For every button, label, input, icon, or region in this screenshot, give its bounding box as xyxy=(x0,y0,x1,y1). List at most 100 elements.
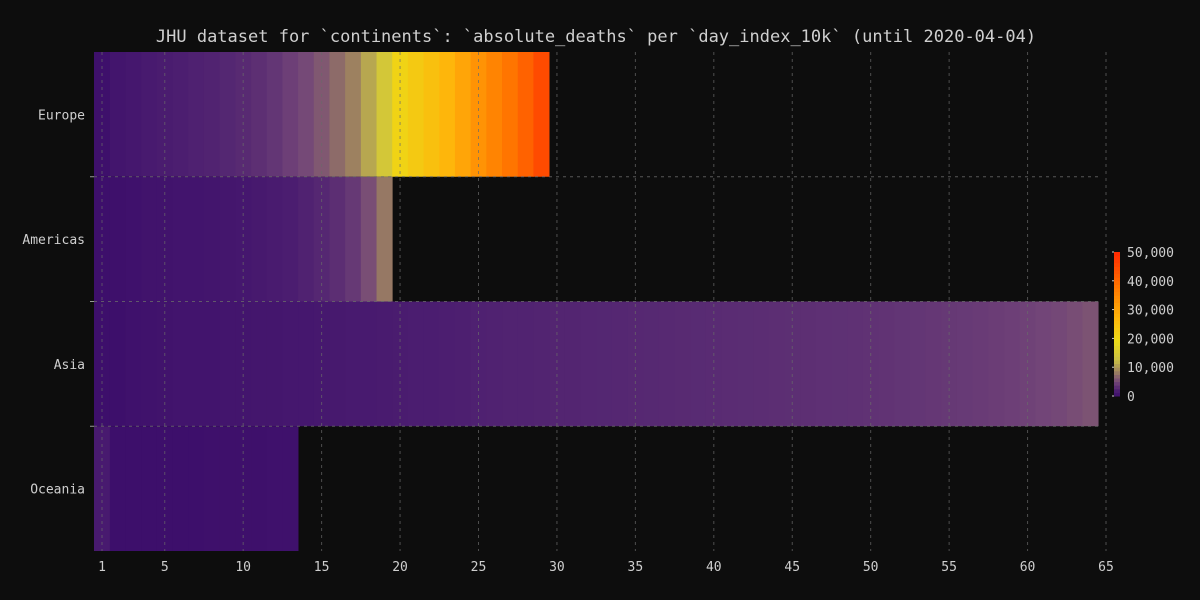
chart-title: JHU dataset for `continents`: `absolute_… xyxy=(156,27,1036,47)
heatmap-cell xyxy=(894,301,911,427)
heatmap-cell xyxy=(313,301,330,427)
heatmap-cell xyxy=(188,176,205,302)
colorbar-tick-label: 20,000 xyxy=(1127,332,1174,347)
heatmap-cell xyxy=(470,52,487,177)
heatmap-cell xyxy=(831,301,848,427)
heatmap-cell xyxy=(517,301,534,427)
heatmap-cell xyxy=(643,301,660,427)
heatmap-cell xyxy=(235,301,252,427)
heatmap-cell xyxy=(203,176,221,302)
x-tick-label: 50 xyxy=(863,560,879,575)
heatmap-cell xyxy=(596,301,613,427)
heatmap-cell xyxy=(203,52,221,177)
heatmap-cell xyxy=(109,176,126,302)
heatmap-cell xyxy=(188,426,205,551)
heatmap-cell xyxy=(392,52,409,177)
colorbar-segment xyxy=(1114,316,1120,321)
heatmap-cell xyxy=(564,301,581,427)
heatmap-cell xyxy=(94,176,111,302)
heatmap-cell xyxy=(815,301,832,427)
heatmap-cell xyxy=(737,301,754,427)
colorbar-segment xyxy=(1114,334,1120,339)
heatmap-cell xyxy=(392,301,409,427)
heatmap-cell xyxy=(376,176,393,302)
heatmap-cell xyxy=(800,301,817,427)
x-tick-label: 65 xyxy=(1098,560,1114,575)
heatmap-cell xyxy=(172,301,189,427)
colorbar-segment xyxy=(1114,302,1120,307)
heatmap-cell xyxy=(251,426,268,551)
heatmap-cell xyxy=(988,301,1005,427)
heatmap-cell xyxy=(156,176,173,302)
heatmap-cell xyxy=(125,426,142,551)
heatmap-cell xyxy=(203,301,221,427)
x-tick-label: 25 xyxy=(471,560,487,575)
heatmap-cell xyxy=(972,301,989,427)
heatmap-cell xyxy=(533,52,550,177)
heatmap-cell xyxy=(141,301,158,427)
heatmap-cell xyxy=(439,301,456,427)
heatmap-cell xyxy=(266,426,283,551)
heatmap-cell xyxy=(1066,301,1083,427)
colorbar-segment xyxy=(1114,266,1120,271)
heatmap-cell xyxy=(376,52,393,177)
heatmap-cell xyxy=(251,176,268,302)
heatmap-cell xyxy=(407,301,424,427)
heatmap-cell xyxy=(141,176,158,302)
heatmap-cell xyxy=(407,52,424,177)
x-tick-label: 60 xyxy=(1020,560,1036,575)
colorbar-segment xyxy=(1114,360,1120,365)
heatmap-cell xyxy=(502,301,519,427)
heatmap-cell xyxy=(909,301,926,427)
heatmap-cell xyxy=(360,176,377,302)
colorbar-segment xyxy=(1114,352,1120,357)
colorbar-segment xyxy=(1114,381,1120,386)
heatmap-cell xyxy=(219,426,236,551)
x-tick-label: 40 xyxy=(706,560,722,575)
colorbar-segment xyxy=(1114,327,1120,332)
x-tick-label: 5 xyxy=(161,560,169,575)
colorbar-tick-label: 0 xyxy=(1127,390,1135,405)
heatmap-cell xyxy=(423,52,440,177)
heatmap-cell xyxy=(282,52,299,177)
heatmap-cell xyxy=(941,301,958,427)
heatmap-cell xyxy=(266,52,283,177)
heatmap-cell xyxy=(658,301,675,427)
heatmap-cell xyxy=(360,301,377,427)
heatmap-cell xyxy=(298,176,315,302)
heatmap-cell xyxy=(329,176,346,302)
colorbar-segment xyxy=(1114,374,1120,379)
colorbar-tick-label: 30,000 xyxy=(1127,304,1174,319)
category-label: Europe xyxy=(38,108,85,123)
colorbar-segment xyxy=(1114,291,1120,296)
category-label: Americas xyxy=(22,233,85,248)
colorbar-segment xyxy=(1114,284,1120,289)
x-tick-label: 20 xyxy=(392,560,408,575)
heatmap-cell xyxy=(956,301,974,427)
heatmap-cell xyxy=(486,301,503,427)
heatmap-cell xyxy=(502,52,519,177)
heatmap-cell xyxy=(878,301,895,427)
heatmap-cell xyxy=(705,301,723,427)
colorbar-segment xyxy=(1114,356,1120,361)
heatmap-cell xyxy=(282,176,299,302)
colorbar-tick-label: 40,000 xyxy=(1127,275,1174,290)
heatmap-cell xyxy=(784,301,801,427)
heatmap-cell xyxy=(235,176,252,302)
category-label: Oceania xyxy=(30,483,85,498)
heatmap-cell xyxy=(690,301,707,427)
colorbar-segment xyxy=(1114,313,1120,318)
colorbar-segment xyxy=(1114,392,1120,397)
heatmap-cell xyxy=(345,301,362,427)
colorbar-segment xyxy=(1114,378,1120,383)
colorbar-segment xyxy=(1114,363,1120,368)
colorbar-segment xyxy=(1114,259,1120,264)
colorbar-segment xyxy=(1114,273,1120,278)
heatmap-cell xyxy=(847,301,864,427)
heatmap-cell xyxy=(219,301,236,427)
colorbar-segment xyxy=(1114,324,1120,329)
heatmap-cell xyxy=(1019,301,1036,427)
colorbar-segment xyxy=(1114,270,1120,275)
heatmap-cell xyxy=(1082,301,1099,427)
